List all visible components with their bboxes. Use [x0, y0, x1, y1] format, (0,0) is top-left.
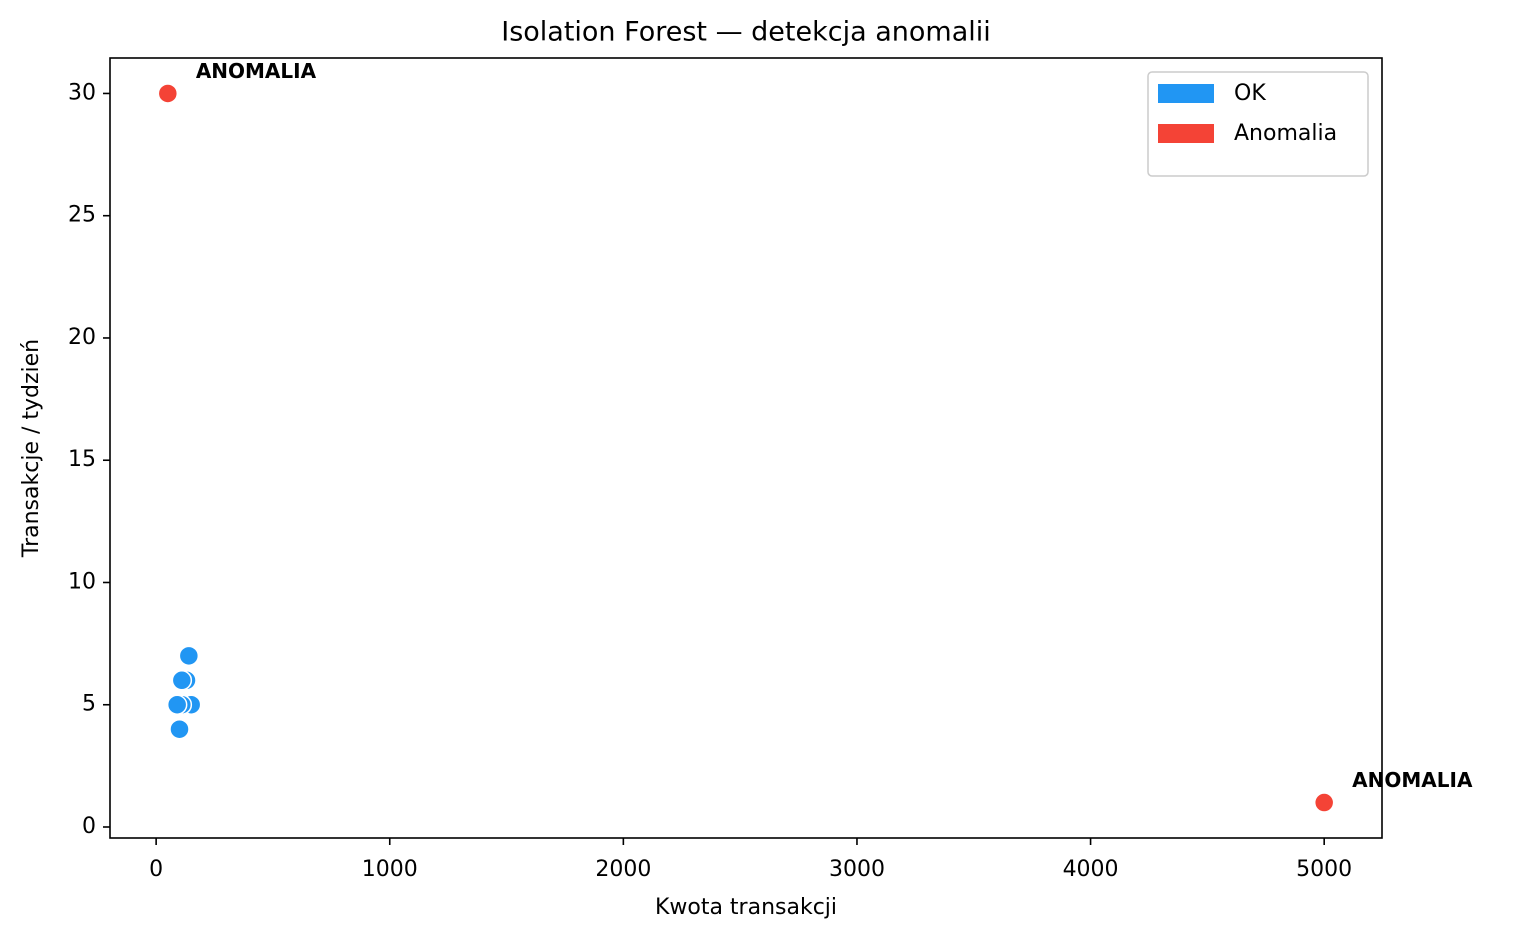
point: [171, 670, 193, 691]
x-tick-label: 0: [149, 857, 163, 882]
x-tick-label: 5000: [1296, 857, 1352, 882]
y-tick-label: 30: [68, 80, 96, 105]
point: [1313, 792, 1335, 813]
y-tick-label: 25: [68, 203, 96, 228]
legend-swatch: [1158, 84, 1214, 103]
point-label: ANOMALIA: [1352, 768, 1473, 792]
legend-label: Anomalia: [1234, 121, 1337, 146]
y-axis-label: Transakcje / tydzień: [19, 339, 44, 558]
point: [166, 694, 188, 715]
x-tick-label: 1000: [362, 857, 418, 882]
y-tick-label: 20: [68, 325, 96, 350]
x-tick-label: 4000: [1063, 857, 1119, 882]
point: [178, 645, 200, 667]
x-axis-label: Kwota transakcji: [655, 895, 837, 920]
legend-label: OK: [1234, 81, 1266, 106]
x-tick-label: 2000: [595, 857, 651, 882]
x-tick-label: 3000: [829, 857, 885, 882]
y-tick-label: 10: [68, 569, 96, 594]
y-tick-label: 15: [68, 447, 96, 472]
y-tick-label: 5: [82, 692, 96, 717]
legend-swatch: [1158, 124, 1214, 143]
point: [157, 83, 179, 104]
chart-title: Isolation Forest — detekcja anomalii: [501, 17, 991, 48]
point: [169, 718, 190, 740]
y-tick-label: 0: [82, 814, 96, 839]
plot-frame: [109, 57, 1383, 839]
point-label: ANOMALIA: [196, 59, 317, 83]
